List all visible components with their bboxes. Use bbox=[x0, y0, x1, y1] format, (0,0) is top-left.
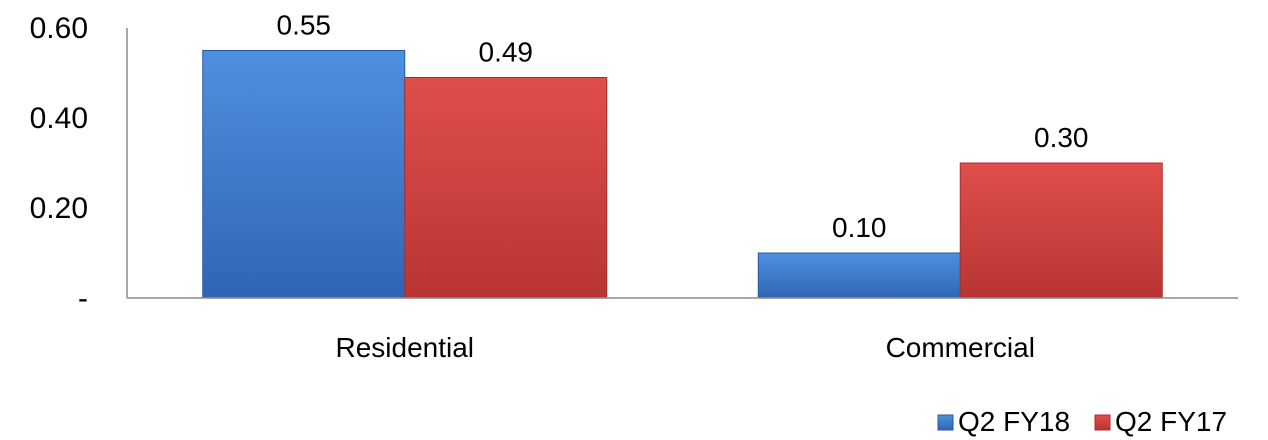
bar-q2-fy18-commercial bbox=[757, 252, 961, 299]
bars bbox=[202, 50, 1163, 299]
y-tick-label: - bbox=[78, 282, 88, 315]
x-tick-label: Residential bbox=[335, 332, 474, 363]
axes bbox=[126, 28, 1238, 299]
legend-swatch bbox=[937, 414, 954, 431]
y-axis-ticks: - 0.20 0.40 0.60 bbox=[30, 12, 88, 315]
y-tick-label: 0.40 bbox=[30, 102, 88, 135]
data-label: 0.10 bbox=[832, 212, 887, 243]
data-label: 0.55 bbox=[277, 10, 332, 41]
legend-label: Q2 FY18 bbox=[958, 406, 1070, 437]
bar-q2-fy17-commercial bbox=[959, 162, 1163, 299]
y-tick-label: 0.60 bbox=[30, 12, 88, 45]
y-tick-label: 0.20 bbox=[30, 192, 88, 225]
bar-q2-fy17-residential bbox=[404, 77, 608, 299]
x-axis-ticks: Residential Commercial bbox=[335, 332, 1034, 363]
data-label: 0.30 bbox=[1034, 122, 1089, 153]
x-tick-label: Commercial bbox=[886, 332, 1035, 363]
data-label: 0.49 bbox=[479, 37, 534, 68]
legend-label: Q2 FY17 bbox=[1115, 406, 1227, 437]
bar-q2-fy18-residential bbox=[202, 50, 406, 299]
data-labels: 0.55 0.49 0.10 0.30 bbox=[277, 10, 1089, 244]
legend-swatch bbox=[1094, 414, 1111, 431]
legend: Q2 FY18 Q2 FY17 bbox=[937, 406, 1227, 437]
